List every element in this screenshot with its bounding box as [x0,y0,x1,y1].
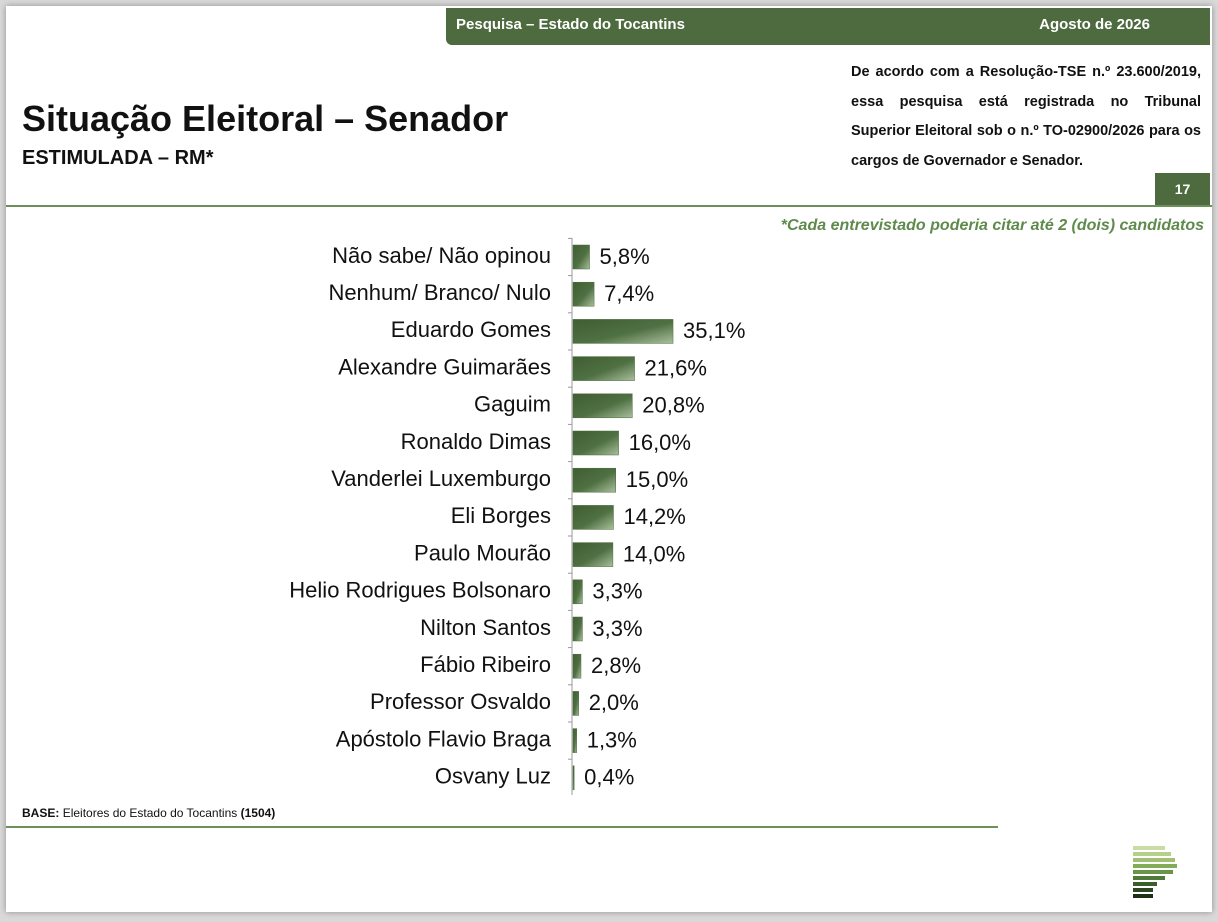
page-number: 17 [1155,173,1210,205]
base-note: BASE: Eleitores do Estado do Tocantins (… [22,806,275,820]
bar [572,542,614,567]
category-label: Eduardo Gomes [391,317,551,342]
value-label: 3,3% [592,616,642,641]
category-label: Fábio Ribeiro [420,652,551,677]
bar [572,728,577,753]
bar [572,319,674,344]
value-label: 2,8% [591,653,641,678]
bar [572,505,614,530]
logo [1133,846,1177,898]
category-label: Professor Osvaldo [370,689,551,714]
category-label: Osvany Luz [435,764,551,789]
bar [572,579,583,605]
bar [572,244,590,270]
category-label: Não sabe/ Não opinou [332,243,551,268]
legal-note: De acordo com a Resolução-TSE n.º 23.600… [851,64,1201,170]
chart-title: Situação Eleitoral – Senador [22,98,509,139]
category-label: Alexandre Guimarães [338,354,551,379]
bar [572,653,582,679]
bar [572,281,595,307]
chart: Não sabe/ Não opinou 5,8% Nenhum/ Branco/ … [289,237,1177,898]
base-label: BASE: [22,806,60,820]
value-label: 21,6% [645,355,707,380]
value-label: 0,4% [584,765,634,790]
slide: Pesquisa – Estado do Tocantins Agosto de… [6,6,1212,912]
divider [6,826,998,828]
value-label: 14,0% [623,541,685,566]
category-label: Nenhum/ Branco/ Nulo [328,280,551,305]
category-label: Helio Rodrigues Bolsonaro [289,578,551,603]
bar [572,356,635,381]
bar [572,467,616,493]
value-label: 14,2% [623,504,685,529]
chart-subtitle: ESTIMULADA – RM* [22,147,214,169]
value-label: 16,0% [629,430,691,455]
category-label: Nilton Santos [420,615,551,640]
category-label: Paulo Mourão [414,540,551,565]
value-label: 3,3% [592,579,642,604]
divider [6,205,1212,207]
header-date: Agosto de 2026 [1039,16,1150,33]
category-label: Gaguim [474,392,551,417]
bar [572,691,579,716]
value-label: 5,8% [600,244,650,269]
value-label: 20,8% [642,393,704,418]
category-label: Vanderlei Luxemburgo [331,466,551,491]
value-label: 15,0% [626,467,688,492]
category-label: Ronaldo Dimas [401,429,551,454]
base-n: (1504) [240,806,276,820]
base-text: Eleitores do Estado do Tocantins [62,806,238,820]
value-label: 35,1% [683,318,745,343]
header-band: Pesquisa – Estado do Tocantins Agosto de… [446,8,1210,45]
value-label: 2,0% [589,690,639,715]
footnote: *Cada entrevistado poderia citar até 2 (… [780,217,1204,234]
header-text: Pesquisa – Estado do Tocantins [456,16,685,33]
category-label: Apóstolo Flavio Braga [336,726,552,751]
value-label: 1,3% [587,727,637,752]
value-label: 7,4% [604,281,654,306]
bar [572,393,633,419]
bar [572,616,583,642]
bar [572,765,575,791]
category-label: Eli Borges [451,503,551,528]
bar [572,430,619,456]
